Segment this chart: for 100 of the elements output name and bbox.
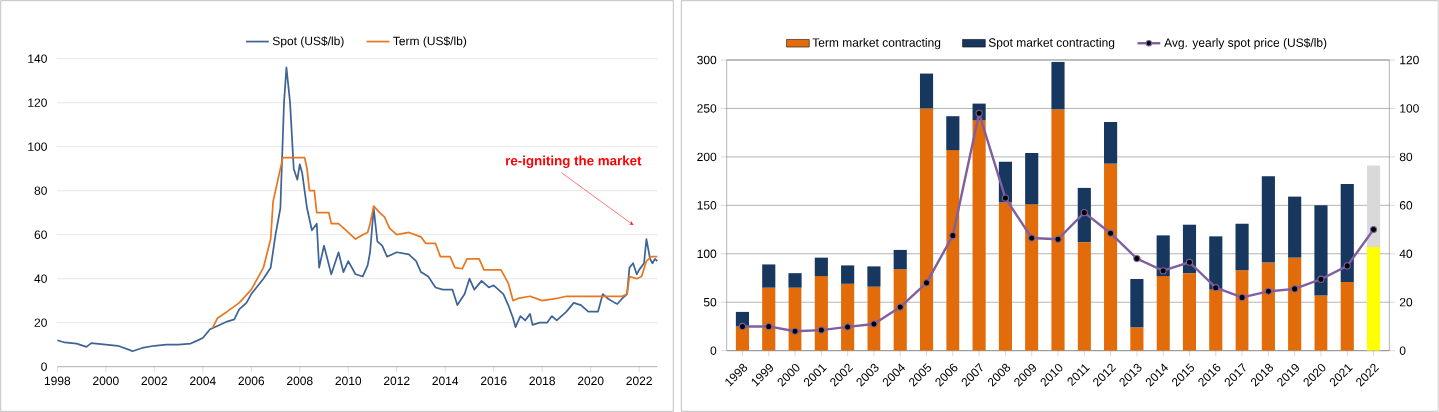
point [1054, 235, 1062, 243]
bar [1314, 205, 1328, 296]
x-tick-label: 2012 [383, 376, 410, 386]
x-tick-label: 2018 [529, 376, 556, 386]
y2-tick-label: 20 [1399, 297, 1413, 307]
x-tick-label: 2010 [335, 376, 362, 386]
y-tick-label: 100 [28, 142, 47, 151]
bar [1130, 327, 1144, 351]
bar [814, 276, 828, 351]
x-tick-label: 2004 [190, 376, 216, 386]
bar [814, 257, 828, 277]
bar [946, 150, 960, 351]
x-tick-label: 2002 [141, 376, 168, 386]
y-tick-label: 60 [34, 230, 47, 239]
bar [1077, 187, 1091, 243]
point [1238, 293, 1246, 301]
bar [1130, 278, 1144, 328]
point [738, 322, 747, 331]
point [1343, 262, 1351, 270]
bar [788, 273, 802, 288]
bar [1340, 281, 1354, 351]
point [1080, 209, 1088, 217]
point [791, 327, 799, 335]
y2-tick-label: 120 [1400, 55, 1419, 65]
bar [1025, 153, 1039, 205]
x-tick-label: 2016 [480, 376, 507, 386]
x-tick-label: 2020 [577, 376, 604, 386]
y-tick-label: 120 [28, 98, 47, 107]
point [870, 320, 878, 328]
line-series [56, 66, 659, 353]
x-tick-label: 1998 [44, 376, 71, 386]
legend-label: Avg. yearly spot price (US$/lb) [1164, 37, 1327, 50]
bar [1261, 176, 1275, 263]
y2-tick-label: 60 [1399, 201, 1413, 210]
point [1369, 225, 1378, 234]
bar [762, 264, 776, 288]
point [1001, 194, 1010, 202]
point [1159, 267, 1167, 275]
legend-label: Spot (US$/lb) [272, 36, 344, 48]
bar [1288, 196, 1302, 258]
bar [841, 283, 855, 351]
point [1028, 234, 1036, 242]
bar [1261, 262, 1275, 351]
y-tick-label: 300 [697, 55, 717, 65]
y-tick-label: 140 [28, 54, 47, 63]
bar [919, 73, 934, 109]
legend-label: Spot market contracting [988, 38, 1115, 50]
bar [1077, 242, 1091, 351]
x-tick-label: 2006 [238, 376, 265, 386]
bar [946, 116, 960, 151]
bar [998, 202, 1012, 351]
bar [1366, 165, 1381, 247]
bar [1025, 204, 1039, 351]
bar [762, 287, 776, 351]
y-tick-label: 80 [34, 186, 47, 195]
bar [841, 265, 855, 284]
bar [1340, 184, 1354, 282]
bar [1314, 295, 1328, 351]
bar [893, 269, 907, 351]
bar [1209, 236, 1223, 290]
bar [867, 266, 881, 287]
legend-label: Term market contracting [812, 38, 941, 50]
point [765, 322, 773, 331]
point [922, 279, 931, 287]
point [975, 109, 983, 117]
y-tick-label: 20 [34, 318, 47, 327]
y-tick-label: 40 [34, 274, 47, 283]
bar [893, 249, 907, 270]
bar [1288, 257, 1302, 351]
y-tick-label: 200 [697, 152, 717, 162]
point [1106, 229, 1115, 237]
line-series [211, 156, 659, 330]
y-tick-label: 100 [697, 249, 717, 259]
y2-tick-label: 100 [1400, 104, 1419, 113]
x-tick-label: 2000 [93, 376, 119, 386]
y-tick-label: 150 [697, 201, 717, 210]
legend-label: Term (US$/lb) [393, 36, 467, 48]
bar [1051, 109, 1065, 351]
bar [1235, 223, 1249, 271]
point [949, 232, 957, 240]
bar [1366, 247, 1381, 351]
y2-tick-label: 40 [1399, 249, 1413, 259]
y2-tick-label: 0 [1399, 346, 1406, 355]
bar [1104, 163, 1118, 351]
bar [1051, 61, 1065, 110]
x-tick-label: 2014 [432, 376, 459, 386]
bar [919, 108, 934, 351]
bar [1156, 276, 1170, 351]
bar [972, 120, 986, 351]
point [1291, 285, 1299, 293]
y-tick-label: 0 [41, 362, 47, 371]
bar [1104, 122, 1118, 164]
y-tick-label: 50 [703, 297, 717, 307]
point [1264, 287, 1272, 295]
x-tick-label: 2022 [626, 376, 652, 386]
bar [1209, 289, 1223, 351]
point [1317, 275, 1325, 283]
point [1212, 284, 1220, 292]
point [817, 326, 825, 334]
point [896, 303, 904, 311]
